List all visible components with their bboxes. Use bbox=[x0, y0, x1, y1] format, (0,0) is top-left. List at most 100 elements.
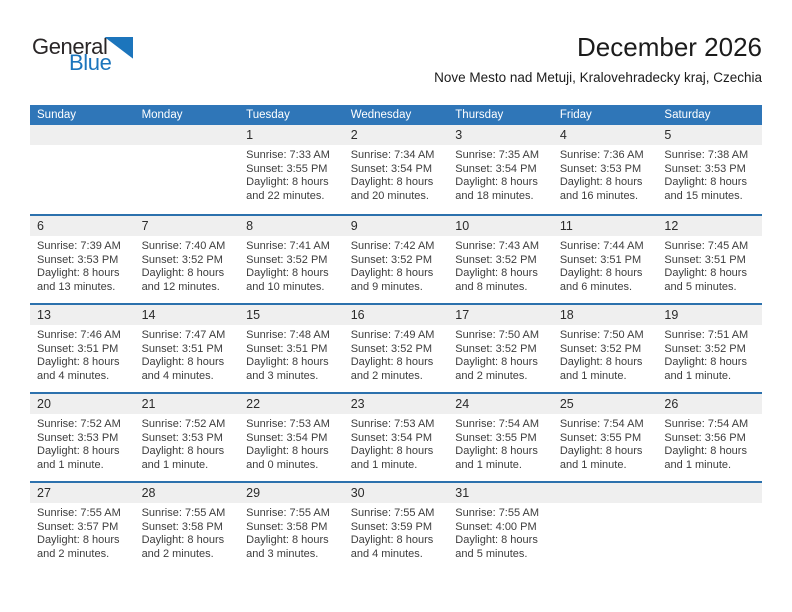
daylight-text: Daylight: 8 hours and 22 minutes. bbox=[246, 176, 329, 202]
day-number-band: 10 bbox=[448, 216, 553, 236]
weekday-header-row: Sunday Monday Tuesday Wednesday Thursday Frid… bbox=[30, 105, 762, 125]
sunrise-text: Sunrise: 7:52 AM bbox=[37, 418, 121, 430]
week-row: 1 Sunrise: 7:33 AM Sunset: 3:55 PM Daylight… bbox=[30, 125, 762, 214]
daylight-text: Daylight: 8 hours and 10 minutes. bbox=[246, 267, 329, 293]
day-number-band bbox=[657, 483, 762, 503]
sunrise-text: Sunrise: 7:55 AM bbox=[141, 507, 226, 519]
day-number-band: 29 bbox=[239, 483, 344, 503]
daylight-text: Daylight: 8 hours and 4 minutes. bbox=[37, 356, 120, 382]
day-details: Sunrise: 7:44 AM Sunset: 3:51 PM Daylight:… bbox=[553, 236, 658, 294]
sunrise-text: Sunrise: 7:55 AM bbox=[350, 507, 435, 519]
sunrise-text: Sunrise: 7:50 AM bbox=[559, 329, 644, 341]
day-number-band: 5 bbox=[657, 125, 762, 145]
week-row: 27 Sunrise: 7:55 AM Sunset: 3:57 PM Dayligh… bbox=[30, 481, 762, 570]
sunset-text: Sunset: 3:58 PM bbox=[246, 520, 328, 533]
sunset-text: Sunset: 3:52 PM bbox=[664, 342, 746, 355]
sunrise-text: Sunrise: 7:34 AM bbox=[350, 149, 435, 161]
sunset-text: Sunset: 3:54 PM bbox=[350, 162, 433, 175]
day-cell: 5 Sunrise: 7:38 AM Sunset: 3:53 PM Daylight… bbox=[657, 125, 762, 214]
calendar-weeks: 1 Sunrise: 7:33 AM Sunset: 3:55 PM Daylight… bbox=[30, 125, 762, 570]
day-number-band bbox=[30, 125, 135, 145]
day-number: 8 bbox=[246, 219, 254, 233]
day-number: 29 bbox=[246, 486, 261, 500]
day-details: Sunrise: 7:49 AM Sunset: 3:52 PM Daylight:… bbox=[344, 325, 449, 383]
weekday-header-thursday: Thursday bbox=[455, 109, 504, 121]
sunrise-text: Sunrise: 7:54 AM bbox=[664, 418, 749, 430]
sunrise-text: Sunrise: 7:42 AM bbox=[350, 240, 435, 252]
day-number: 13 bbox=[37, 308, 51, 322]
day-cell: 3 Sunrise: 7:35 AM Sunset: 3:54 PM Daylight… bbox=[448, 125, 553, 214]
day-number-band: 13 bbox=[30, 305, 135, 325]
daylight-text: Daylight: 8 hours and 4 minutes. bbox=[141, 356, 225, 382]
daylight-text: Daylight: 8 hours and 16 minutes. bbox=[559, 176, 643, 202]
day-cell: 25 Sunrise: 7:54 AM Sunset: 3:55 PM Dayligh… bbox=[552, 394, 658, 481]
sunset-text: Sunset: 3:53 PM bbox=[664, 162, 746, 175]
sunrise-text: Sunrise: 7:54 AM bbox=[455, 418, 540, 430]
day-cell: 30 Sunrise: 7:55 AM Sunset: 3:59 PM Dayligh… bbox=[343, 483, 449, 570]
daylight-text: Daylight: 8 hours and 15 minutes. bbox=[664, 176, 747, 202]
day-cell: 23 Sunrise: 7:53 AM Sunset: 3:54 PM Dayligh… bbox=[343, 394, 449, 481]
day-number: 15 bbox=[246, 308, 261, 322]
day-cell: 29 Sunrise: 7:55 AM Sunset: 3:58 PM Dayligh… bbox=[239, 483, 344, 570]
daylight-text: Daylight: 8 hours and 0 minutes. bbox=[246, 445, 329, 471]
day-cell: 16 Sunrise: 7:49 AM Sunset: 3:52 PM Dayligh… bbox=[343, 305, 449, 392]
day-number-band: 9 bbox=[343, 216, 449, 236]
sunset-text: Sunset: 3:51 PM bbox=[559, 253, 642, 266]
empty-day-cell bbox=[552, 483, 658, 570]
day-number: 22 bbox=[246, 397, 261, 411]
day-number-band: 7 bbox=[134, 216, 240, 236]
day-cell: 22 Sunrise: 7:53 AM Sunset: 3:54 PM Dayligh… bbox=[239, 394, 344, 481]
day-number: 25 bbox=[559, 397, 574, 411]
day-cell: 12 Sunrise: 7:45 AM Sunset: 3:51 PM Dayligh… bbox=[657, 216, 762, 303]
sunrise-text: Sunrise: 7:52 AM bbox=[141, 418, 226, 430]
sunrise-text: Sunrise: 7:44 AM bbox=[559, 240, 644, 252]
day-number-band: 20 bbox=[30, 394, 135, 414]
weekday-header-friday: Friday bbox=[559, 109, 592, 121]
sunset-text: Sunset: 3:51 PM bbox=[37, 342, 119, 355]
sunset-text: Sunset: 3:51 PM bbox=[664, 253, 746, 266]
logo-text-blue: Blue bbox=[69, 50, 112, 75]
day-number: 27 bbox=[37, 486, 51, 500]
day-number: 23 bbox=[350, 397, 365, 411]
sunset-text: Sunset: 3:54 PM bbox=[246, 431, 328, 444]
day-number: 7 bbox=[141, 219, 149, 233]
day-number-band: 23 bbox=[343, 394, 449, 414]
sunrise-text: Sunrise: 7:48 AM bbox=[246, 329, 330, 341]
sunrise-text: Sunrise: 7:41 AM bbox=[246, 240, 330, 252]
day-number-band: 15 bbox=[239, 305, 344, 325]
weekday-header-saturday: Saturday bbox=[664, 109, 711, 121]
day-cell: 2 Sunrise: 7:34 AM Sunset: 3:54 PM Daylight… bbox=[343, 125, 449, 214]
day-number-band: 6 bbox=[30, 216, 135, 236]
day-details: Sunrise: 7:45 AM Sunset: 3:51 PM Daylight:… bbox=[657, 236, 762, 294]
sunrise-text: Sunrise: 7:33 AM bbox=[246, 149, 330, 161]
day-details: Sunrise: 7:35 AM Sunset: 3:54 PM Daylight:… bbox=[448, 145, 553, 203]
day-cell: 27 Sunrise: 7:55 AM Sunset: 3:57 PM Dayligh… bbox=[30, 483, 135, 570]
daylight-text: Daylight: 8 hours and 1 minute. bbox=[559, 356, 643, 382]
daylight-text: Daylight: 8 hours and 20 minutes. bbox=[350, 176, 434, 202]
day-details: Sunrise: 7:55 AM Sunset: 3:57 PM Daylight:… bbox=[30, 503, 135, 561]
day-number-band: 11 bbox=[552, 216, 658, 236]
day-number-band: 16 bbox=[343, 305, 449, 325]
day-details: Sunrise: 7:51 AM Sunset: 3:52 PM Daylight:… bbox=[657, 325, 762, 383]
sunrise-text: Sunrise: 7:35 AM bbox=[455, 149, 540, 161]
day-cell: 15 Sunrise: 7:48 AM Sunset: 3:51 PM Dayligh… bbox=[239, 305, 344, 392]
day-details: Sunrise: 7:40 AM Sunset: 3:52 PM Daylight:… bbox=[135, 236, 240, 294]
sunset-text: Sunset: 3:53 PM bbox=[37, 431, 119, 444]
sunrise-text: Sunrise: 7:49 AM bbox=[350, 329, 435, 341]
day-number-band: 26 bbox=[657, 394, 762, 414]
day-number-band: 4 bbox=[552, 125, 658, 145]
day-details: Sunrise: 7:55 AM Sunset: 3:58 PM Daylight:… bbox=[239, 503, 344, 561]
daylight-text: Daylight: 8 hours and 9 minutes. bbox=[350, 267, 434, 293]
day-cell: 17 Sunrise: 7:50 AM Sunset: 3:52 PM Dayligh… bbox=[448, 305, 553, 392]
day-number: 20 bbox=[37, 397, 51, 411]
day-number-band: 19 bbox=[657, 305, 762, 325]
day-cell: 19 Sunrise: 7:51 AM Sunset: 3:52 PM Dayligh… bbox=[657, 305, 762, 392]
day-cell: 6 Sunrise: 7:39 AM Sunset: 3:53 PM Daylight… bbox=[30, 216, 135, 303]
day-details: Sunrise: 7:52 AM Sunset: 3:53 PM Daylight:… bbox=[30, 414, 135, 472]
day-number: 28 bbox=[141, 486, 156, 500]
day-number-band: 18 bbox=[552, 305, 658, 325]
day-cell: 24 Sunrise: 7:54 AM Sunset: 3:55 PM Dayligh… bbox=[448, 394, 553, 481]
day-cell: 20 Sunrise: 7:52 AM Sunset: 3:53 PM Dayligh… bbox=[30, 394, 135, 481]
daylight-text: Daylight: 8 hours and 2 minutes. bbox=[37, 534, 120, 560]
day-details: Sunrise: 7:54 AM Sunset: 3:55 PM Daylight:… bbox=[553, 414, 658, 472]
